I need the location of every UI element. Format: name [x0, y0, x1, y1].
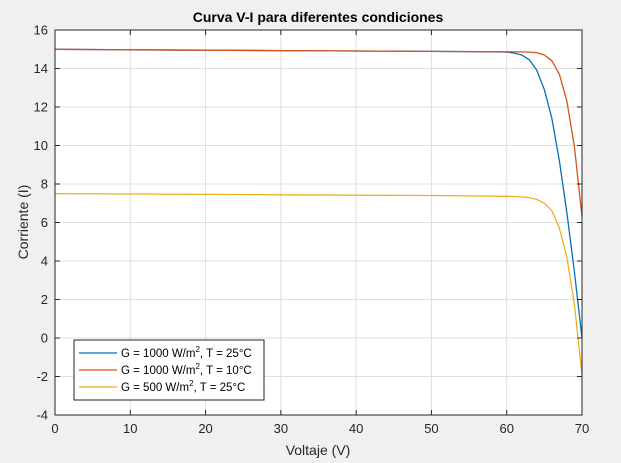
x-tick-label: 50 [424, 421, 438, 436]
y-tick-label: -2 [36, 369, 48, 384]
chart-title: Curva V-I para diferentes condiciones [193, 9, 444, 25]
y-tick-label: 12 [34, 100, 48, 115]
series-line-2 [54, 48, 583, 217]
y-tick-label: 0 [41, 331, 48, 346]
y-tick-label: 16 [34, 23, 48, 38]
y-tick-label: 2 [41, 292, 48, 307]
legend-entry-2: G = 1000 W/m2, T = 10°C [121, 362, 252, 377]
x-tick-label: 0 [51, 421, 58, 436]
y-tick-label: 10 [34, 138, 48, 153]
y-tick-label: 14 [34, 61, 48, 76]
legend: G = 1000 W/m2, T = 25°C G = 1000 W/m2, T … [73, 339, 265, 401]
x-tick-label: 60 [499, 421, 513, 436]
series-line-3 [54, 192, 583, 375]
y-tick-label: -4 [36, 408, 48, 423]
y-axis-ticks: -4 -2 0 2 4 6 8 10 12 14 16 [34, 23, 582, 423]
y-tick-label: 6 [41, 215, 48, 230]
legend-entry-1: G = 1000 W/m2, T = 25°C [121, 345, 252, 360]
x-tick-label: 40 [349, 421, 363, 436]
x-axis-label: Voltaje (V) [286, 442, 351, 458]
legend-entry-3: G = 500 W/m2, T = 25°C [121, 379, 245, 394]
y-tick-label: 4 [41, 254, 48, 269]
x-tick-label: 70 [575, 421, 589, 436]
y-axis-label: Corriente (I) [15, 185, 31, 260]
x-axis-ticks: 0 10 20 30 40 50 60 70 [51, 30, 589, 436]
x-tick-label: 20 [198, 421, 212, 436]
y-tick-label: 8 [41, 177, 48, 192]
x-tick-label: 10 [123, 421, 137, 436]
series-lines [54, 48, 583, 375]
x-tick-label: 30 [274, 421, 288, 436]
